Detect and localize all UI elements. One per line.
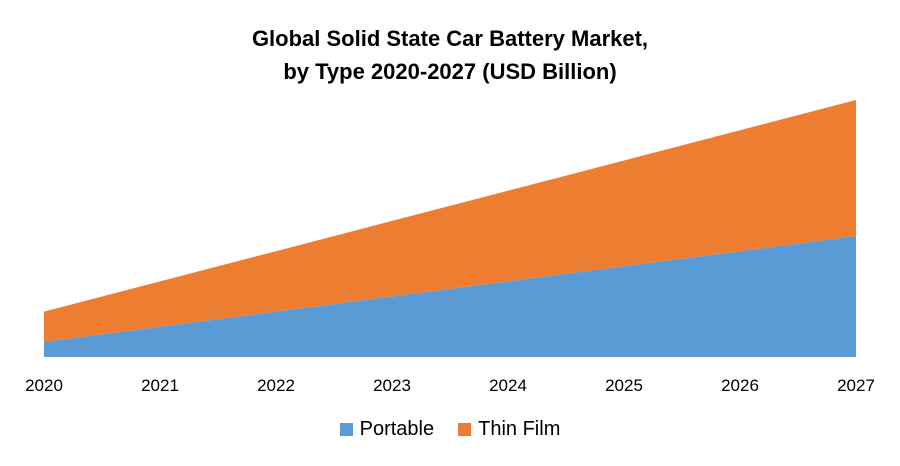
x-tick-label: 2025 — [605, 376, 643, 395]
legend-item-portable: Portable — [339, 418, 435, 441]
legend-item-thin-film: Thin Film — [458, 418, 560, 441]
x-tick-label: 2027 — [837, 376, 875, 395]
area-series-group — [44, 100, 856, 357]
x-tick-label: 2023 — [373, 376, 411, 395]
legend-swatch-thin-film — [458, 423, 472, 436]
area-portable — [44, 236, 856, 357]
chart-subtitle: by Type 2020-2027 (USD Billion) — [283, 59, 617, 84]
legend-label-portable: Portable — [359, 418, 435, 440]
area-thin-film — [44, 100, 856, 342]
x-tick-label: 2022 — [257, 376, 295, 395]
x-axis-tick-labels: 2020 2021 2022 2023 2024 2025 2026 2027 — [25, 376, 875, 395]
chart-title-block: Global Solid State Car Battery Market, b… — [0, 22, 900, 88]
legend-label-thin-film: Thin Film — [478, 418, 561, 440]
chart-title: Global Solid State Car Battery Market, — [251, 26, 649, 51]
legend: Portable Thin Film — [0, 418, 900, 441]
x-tick-label: 2026 — [721, 376, 759, 395]
x-tick-label: 2024 — [489, 376, 527, 395]
x-tick-label: 2020 — [25, 376, 63, 395]
legend-swatch-portable — [339, 423, 353, 436]
x-tick-label: 2021 — [141, 376, 179, 395]
